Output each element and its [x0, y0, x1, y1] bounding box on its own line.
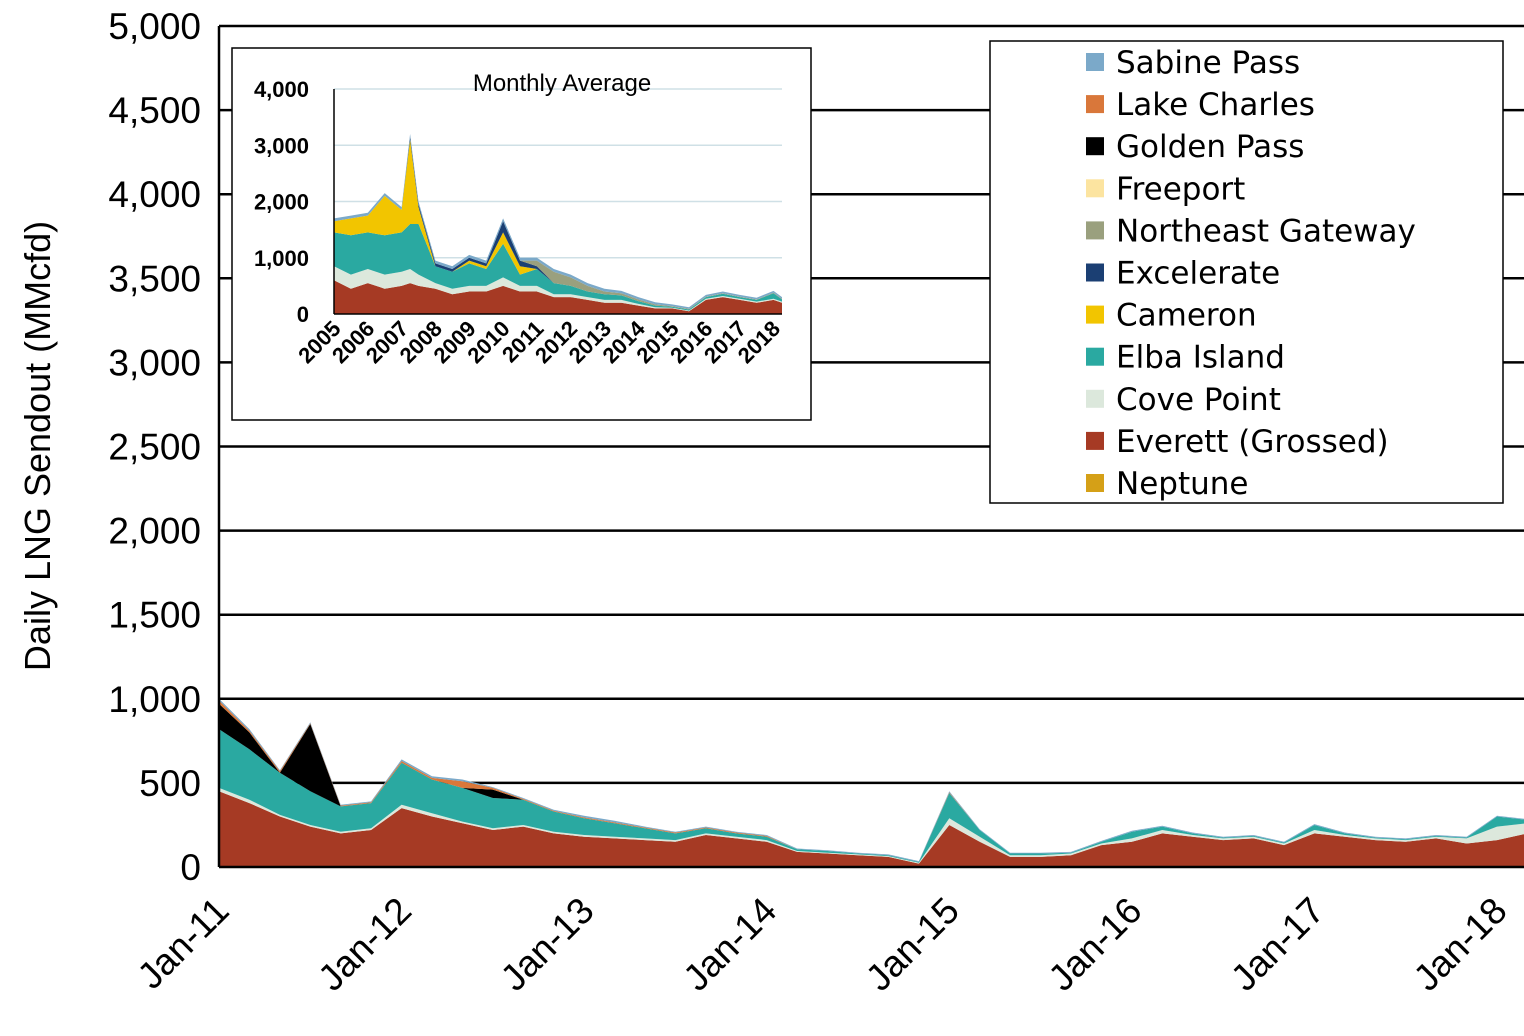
- legend-label: Cameron: [1116, 298, 1257, 334]
- main-x-tick-label: Jan-18: [1406, 890, 1515, 999]
- inset-y-tick-label: 2,000: [254, 190, 309, 215]
- legend: Sabine Pass Lake Charles Golden Pass Freepo…: [989, 40, 1504, 504]
- main-x-tick-label: Jan-16: [1041, 890, 1150, 999]
- legend-swatch: [1086, 474, 1104, 492]
- main-x-tick-label: Jan-12: [310, 890, 419, 999]
- legend-item: Freeport: [1086, 171, 1245, 207]
- main-x-tick-label: Jan-13: [493, 890, 602, 999]
- legend-label: Freeport: [1116, 171, 1245, 207]
- main-y-tick-label: 1,500: [108, 595, 201, 636]
- legend-label: Elba Island: [1116, 340, 1285, 376]
- inset-area-excelerate: [334, 136, 782, 310]
- legend-swatch: [1086, 137, 1104, 156]
- legend-item: Lake Charles: [1086, 87, 1315, 123]
- legend-swatch: [1086, 179, 1104, 198]
- legend-label: Lake Charles: [1116, 87, 1315, 123]
- legend-label: Sabine Pass: [1116, 45, 1300, 81]
- legend-item: Neptune: [1086, 466, 1248, 502]
- inset-title: Monthly Average: [473, 70, 651, 97]
- legend-item: Golden Pass: [1086, 129, 1304, 165]
- legend-swatch: [1086, 389, 1104, 408]
- inset-area-elba-island: [334, 224, 782, 311]
- legend-item: Cameron: [1086, 298, 1257, 334]
- legend-item: Everett (Grossed): [1086, 424, 1389, 460]
- legend-item: Sabine Pass: [1086, 45, 1300, 81]
- main-y-tick-label: 0: [180, 847, 201, 888]
- legend-label: Golden Pass: [1116, 129, 1304, 165]
- inset-frame: [231, 47, 812, 421]
- legend-label: Neptune: [1116, 466, 1248, 502]
- inset-areas: [334, 134, 782, 314]
- main-y-tick-label: 2,500: [108, 427, 201, 468]
- legend-item: Cove Point: [1086, 382, 1281, 418]
- inset-y-tick-label: 0: [297, 302, 309, 327]
- main-y-tick-label: 4,500: [108, 90, 201, 131]
- legend-swatch: [1086, 221, 1104, 240]
- inset-y-tick-label: 3,000: [254, 133, 309, 158]
- main-y-tick-label: 3,500: [108, 258, 201, 299]
- legend-item: Excelerate: [1086, 256, 1280, 292]
- inset-area-sabine-pass: [334, 134, 782, 309]
- main-area-everett-grossed: [219, 791, 1524, 867]
- legend-swatch: [1086, 95, 1104, 114]
- inset-area-northeast-gateway: [334, 136, 782, 310]
- legend-swatch: [1086, 305, 1104, 324]
- main-y-tick-label: 2,000: [108, 511, 201, 552]
- main-x-tick-label: Jan-14: [675, 890, 784, 999]
- legend-swatch: [1086, 53, 1104, 71]
- main-y-axis-title: Daily LNG Sendout (MMcfd): [17, 221, 58, 671]
- legend-swatch: [1086, 431, 1104, 450]
- main-y-tick-label: 4,000: [108, 174, 201, 215]
- legend-item: Northeast Gateway: [1086, 213, 1416, 249]
- legend-label: Northeast Gateway: [1116, 213, 1416, 249]
- main-areas: [219, 698, 1524, 867]
- legend-swatch: [1086, 263, 1104, 282]
- legend-box: [989, 40, 1504, 504]
- main-y-tick-label: 500: [139, 763, 201, 804]
- legend-label: Everett (Grossed): [1116, 424, 1389, 460]
- legend-label: Excelerate: [1116, 256, 1280, 292]
- main-area-elba-island: [219, 729, 1524, 863]
- main-x-tick-label: Jan-15: [858, 890, 967, 999]
- inset-y-tick-labels: 0 1,000 2,000 3,000 4,000: [254, 77, 309, 327]
- main-y-tick-label: 5,000: [108, 6, 201, 47]
- main-x-tick-label: Jan-17: [1223, 890, 1332, 999]
- main-x-tick-labels: Jan-11 Jan-12 Jan-13 Jan-14 Jan-15 Jan-16 Jan-…: [130, 890, 1515, 999]
- main-y-tick-label: 3,000: [108, 342, 201, 383]
- inset-area-everett-grossed: [334, 280, 782, 314]
- inset-y-tick-label: 4,000: [254, 77, 309, 102]
- main-y-tick-labels: 0 500 1,000 1,500 2,000 2,500 3,000 3,500 4,000 4…: [108, 6, 201, 888]
- legend-item: Elba Island: [1086, 340, 1285, 376]
- inset-y-tick-label: 1,000: [254, 246, 309, 271]
- inset-chart: Monthly Average01,0002,0003,0004,0002005…: [231, 47, 812, 421]
- legend-swatch: [1086, 347, 1104, 366]
- main-area-cove-point: [219, 787, 1524, 864]
- main-y-tick-label: 1,000: [108, 679, 201, 720]
- legend-label: Cove Point: [1116, 382, 1281, 418]
- main-x-tick-label: Jan-11: [130, 890, 237, 997]
